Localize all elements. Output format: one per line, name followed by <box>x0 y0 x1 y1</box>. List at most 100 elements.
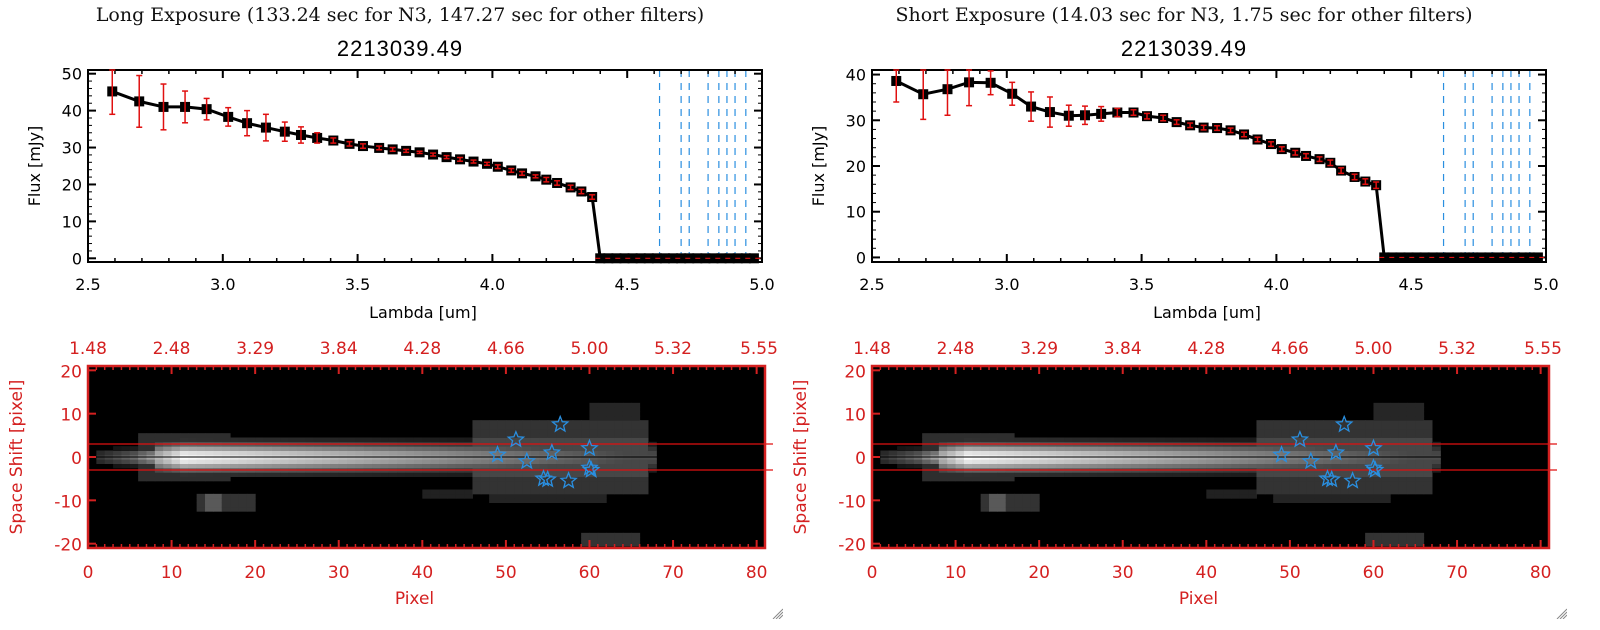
image-pixel <box>1097 463 1107 469</box>
image-pixel <box>146 476 156 482</box>
image-pixel <box>1014 472 1023 477</box>
image-pixel <box>263 446 273 451</box>
image-pixel <box>1306 428 1316 434</box>
image-pixel <box>1348 463 1358 469</box>
image-pixel <box>631 480 641 486</box>
image-pixel <box>589 537 599 542</box>
image-pixel <box>1231 446 1241 451</box>
image-pixel <box>1022 502 1032 508</box>
image-pixel <box>1231 463 1241 469</box>
image-pixel <box>313 446 323 451</box>
image-pixel <box>980 506 990 512</box>
image-pixel <box>355 463 365 469</box>
image-pixel <box>1172 437 1182 443</box>
y-tick-label: 30 <box>846 111 866 130</box>
image-pixel <box>1214 472 1224 477</box>
image-pixel <box>1289 485 1299 490</box>
image-pixel <box>1147 472 1157 477</box>
image-pixel <box>246 472 256 477</box>
image-pixel <box>997 476 1007 482</box>
image-pixel <box>1381 489 1391 495</box>
image-pixel <box>1231 493 1241 499</box>
image-pixel <box>230 493 239 499</box>
image-pixel <box>938 450 948 456</box>
image-pixel <box>1314 420 1324 425</box>
image-pixel <box>1406 489 1416 495</box>
image-pixel <box>1039 472 1049 477</box>
image-pixel <box>1381 472 1391 477</box>
image-pixel <box>922 433 932 438</box>
image-pixel <box>1423 428 1433 434</box>
image-pixel <box>556 446 565 451</box>
image-pixel <box>1022 493 1032 499</box>
image-pixel <box>963 446 973 451</box>
image-pixel <box>597 537 607 542</box>
image-pixel <box>1415 472 1425 477</box>
image-pixel <box>1005 459 1015 464</box>
image-pixel <box>1298 424 1308 430</box>
image-pixel <box>338 459 348 464</box>
image-pixel <box>1406 411 1416 417</box>
image-pixel <box>138 463 148 469</box>
image-pixel <box>1331 428 1341 434</box>
image-pixel <box>472 480 482 486</box>
image-pixel <box>1314 472 1324 477</box>
image-pixel <box>196 506 206 512</box>
image-pixel <box>963 450 973 456</box>
data-point <box>1500 252 1511 263</box>
image-pixel <box>589 485 599 490</box>
image-pixel <box>1264 489 1274 495</box>
image-pixel <box>489 463 499 469</box>
image-pixel <box>1415 428 1425 434</box>
image-pixel <box>288 459 298 464</box>
image-pixel <box>547 428 557 434</box>
image-pixel <box>489 472 499 477</box>
image-pixel <box>522 480 532 486</box>
image-pixel <box>972 472 982 477</box>
image-pixel <box>972 437 982 443</box>
image-pixel <box>597 541 607 547</box>
image-pixel <box>1356 446 1366 451</box>
image-pixel <box>938 433 948 438</box>
image-pixel <box>263 437 273 443</box>
image-pixel <box>1273 428 1283 434</box>
image-pixel <box>480 433 490 438</box>
image-pixel <box>1314 424 1324 430</box>
image-pixel <box>489 459 499 464</box>
x-tick-label: 20 <box>1028 563 1050 583</box>
x-tick-label: 0 <box>867 563 878 583</box>
image-pixel <box>1323 437 1333 443</box>
image-pixel <box>221 450 231 456</box>
image-pixel <box>1239 489 1249 495</box>
image-pixel <box>955 459 965 464</box>
image-pixel <box>1306 472 1316 477</box>
image-pixel <box>397 459 407 464</box>
image-pixel <box>1181 472 1191 477</box>
image-pixel <box>1306 459 1316 464</box>
image-pixel <box>1298 489 1308 495</box>
image-pixel <box>263 472 273 477</box>
image-pixel <box>1197 446 1207 451</box>
image-pixel <box>581 485 590 490</box>
image-pixel <box>589 415 599 421</box>
short-spectrum-chart: 0 10 20 30 40 2.5 3.0 3.5 4.0 4.5 5.0 Lambda [um] Fl… <box>809 66 1559 322</box>
image-pixel <box>581 541 590 547</box>
image-pixel <box>163 459 173 464</box>
image-pixel <box>430 450 440 456</box>
image-pixel <box>997 459 1007 464</box>
top-wavelength-label: 5.55 <box>1524 339 1562 359</box>
image-pixel <box>1122 450 1132 456</box>
image-pixel <box>213 502 223 508</box>
image-pixel <box>1131 463 1140 469</box>
image-pixel <box>631 437 641 443</box>
image-pixel <box>1223 493 1232 499</box>
resize-handle-icon[interactable] <box>1555 607 1567 619</box>
resize-handle-icon[interactable] <box>771 607 783 619</box>
image-pixel <box>1398 463 1408 469</box>
star-marker <box>559 471 578 489</box>
data-point <box>627 253 638 264</box>
image-pixel <box>1147 446 1157 451</box>
image-pixel <box>581 459 590 464</box>
image-pixel <box>355 459 365 464</box>
image-pixel <box>347 450 356 456</box>
